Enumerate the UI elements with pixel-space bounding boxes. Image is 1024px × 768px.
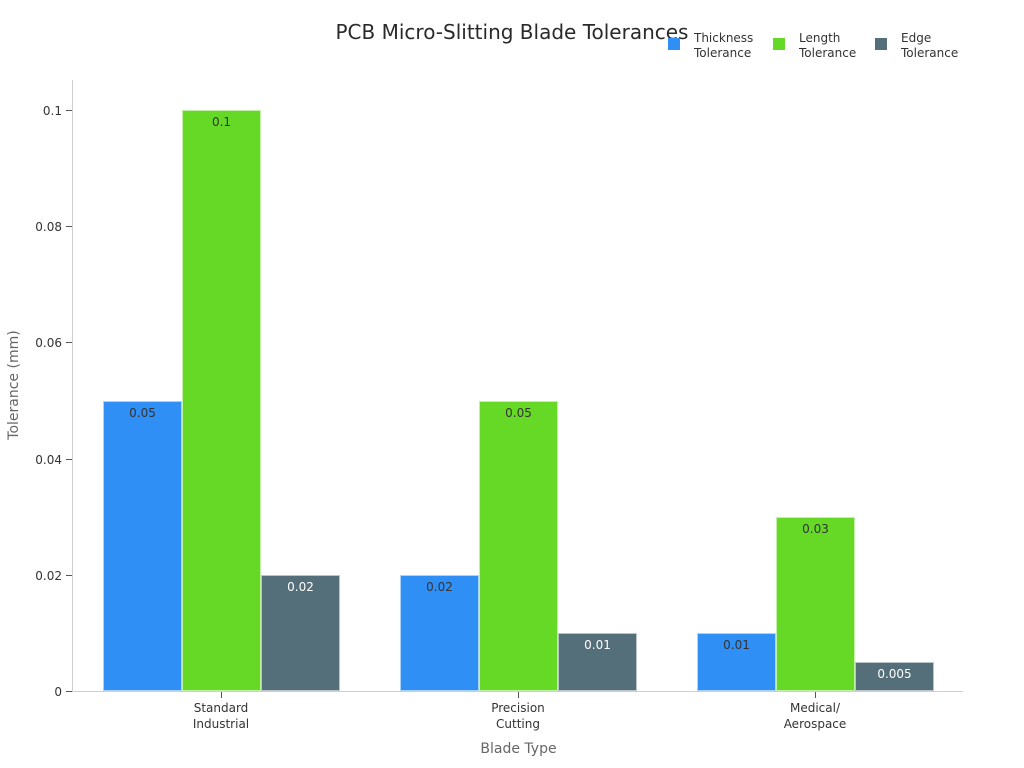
bar-value-label: 0.02: [287, 579, 314, 594]
legend-swatch-edge: [875, 38, 887, 50]
legend-item-length[interactable]: Length Tolerance: [773, 31, 875, 61]
y-tick-mark: [66, 458, 72, 460]
x-tick-mark: [815, 692, 816, 698]
legend: Thickness Tolerance Length Tolerance Edge T…: [668, 31, 975, 61]
bar-length-tolerance[interactable]: 0.03: [776, 516, 855, 691]
y-tick-label: 0.08: [35, 220, 62, 235]
bar-thickness-tolerance[interactable]: 0.02: [400, 574, 479, 691]
bar-thickness-tolerance[interactable]: 0.05: [103, 400, 182, 691]
x-tick-label: Precision Cutting: [491, 701, 545, 731]
legend-label: Edge: [901, 31, 932, 45]
x-axis-title: Blade Type: [480, 741, 557, 757]
y-tick-label: 0.06: [35, 336, 62, 351]
bar-edge-tolerance[interactable]: 0.005: [855, 661, 934, 691]
legend-swatch-thickness: [668, 38, 680, 50]
bar-value-label: 0.1: [211, 115, 232, 129]
bar-value-label: 0.03: [802, 521, 829, 536]
y-tick-label: 0: [54, 685, 62, 699]
bar-edge-tolerance[interactable]: 0.01: [558, 632, 637, 691]
y-tick-label: 0.04: [35, 452, 62, 467]
legend-item-edge[interactable]: Edge Tolerance: [875, 31, 975, 61]
y-tick-label: 0.1: [42, 104, 62, 118]
bar-value-label: 0.005: [877, 666, 912, 681]
bar-length-tolerance[interactable]: 0.05: [479, 400, 558, 691]
legend-item-thickness[interactable]: Thickness Tolerance: [668, 31, 773, 61]
bar-edge-tolerance[interactable]: 0.02: [261, 574, 340, 691]
bar-value-label: 0.02: [426, 579, 453, 594]
bar-value-label: 0.05: [129, 405, 156, 420]
y-tick-mark: [66, 691, 72, 692]
x-tick-mark: [518, 692, 519, 698]
y-axis-title: Tolerance (mm): [6, 330, 22, 440]
x-tick-mark: [221, 692, 222, 698]
legend-label: Length: [799, 31, 841, 45]
legend-label: Tolerance: [694, 46, 752, 60]
legend-label: Tolerance: [799, 46, 857, 60]
bar-value-label: 0.05: [505, 405, 532, 420]
y-tick-label: 0.02: [35, 568, 62, 583]
y-tick-mark: [66, 342, 72, 344]
y-tick-mark: [66, 110, 72, 111]
y-tick-mark: [66, 574, 72, 576]
y-tick-mark: [66, 226, 72, 228]
bar-thickness-tolerance[interactable]: 0.01: [697, 632, 776, 691]
x-axis: [72, 691, 963, 692]
chart-title: PCB Micro-Slitting Blade Tolerances: [335, 20, 689, 44]
legend-label: Thickness: [694, 31, 754, 45]
legend-label: Tolerance: [901, 46, 959, 60]
y-axis: [72, 80, 73, 692]
bar-value-label: 0.01: [723, 637, 750, 652]
bar-length-tolerance[interactable]: 0.1: [182, 110, 261, 691]
bar-value-label: 0.01: [584, 637, 611, 652]
x-tick-label: Medical/ Aerospace: [783, 701, 847, 731]
legend-swatch-length: [773, 38, 785, 50]
x-tick-label: Standard Industrial: [192, 701, 250, 731]
